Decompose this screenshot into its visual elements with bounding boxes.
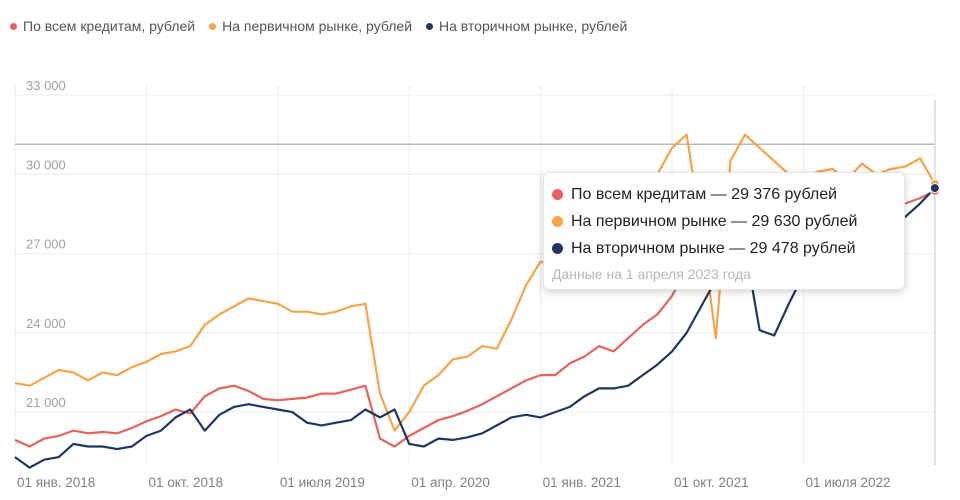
y-tick-label: 33 000 [26,78,66,93]
highlight-point-2 [929,183,940,194]
tooltip-row-primary-market: На первичном рынке — 29 630 рублей [552,208,904,235]
tooltip-dot-icon [552,216,563,227]
x-tick-label: 01 янв. 2018 [17,475,95,490]
tick-layer: 21 000 24 000 27 000 30 000 33 000 01 янв. 20… [17,78,891,490]
legend-item-all-loans[interactable]: По всем кредитам, рублей [10,18,195,34]
legend-dot-icon [209,22,217,30]
tooltip-row-all-loans: По всем кредитам — 29 376 рублей [552,181,904,208]
tooltip-date-note: Данные на 1 апреля 2023 года [552,266,751,282]
x-tick-label: 01 апр. 2020 [411,475,490,490]
x-tick-label: 01 янв. 2021 [543,475,621,490]
y-tick-label: 21 000 [26,395,66,410]
chart-tooltip: По всем кредитам — 29 376 рублей На перв… [543,172,905,290]
x-tick-label: 01 окт. 2021 [674,475,749,490]
legend-label: На вторичном рынке, рублей [439,18,628,34]
y-tick-label: 24 000 [26,316,66,331]
legend: По всем кредитам, рублей На первичном ры… [10,18,627,34]
tooltip-row-secondary-market: На вторичном рынке — 29 478 рублей [552,235,904,262]
x-tick-label: 01 июля 2019 [280,475,365,490]
legend-item-secondary-market[interactable]: На вторичном рынке, рублей [426,18,627,34]
y-tick-label: 27 000 [26,237,66,252]
legend-item-primary-market[interactable]: На первичном рынке, рублей [209,18,412,34]
legend-dot-icon [10,22,17,30]
legend-label: На первичном рынке, рублей [222,18,413,34]
tooltip-dot-icon [552,189,563,200]
x-tick-label: 01 июля 2022 [805,475,890,490]
tooltip-dot-icon [552,243,563,254]
legend-dot-icon [426,22,434,30]
y-tick-label: 30 000 [26,157,66,172]
series-line-2 [14,187,936,469]
legend-label: По всем кредитам, рублей [23,18,196,34]
x-tick-label: 01 окт. 2018 [148,475,223,490]
tooltip-value: На вторичном рынке — 29 478 рублей [571,239,856,257]
tooltip-value: По всем кредитам — 29 376 рублей [571,185,838,203]
tooltip-value: На первичном рынке — 29 630 рублей [571,212,858,230]
series-line-1 [14,133,936,432]
